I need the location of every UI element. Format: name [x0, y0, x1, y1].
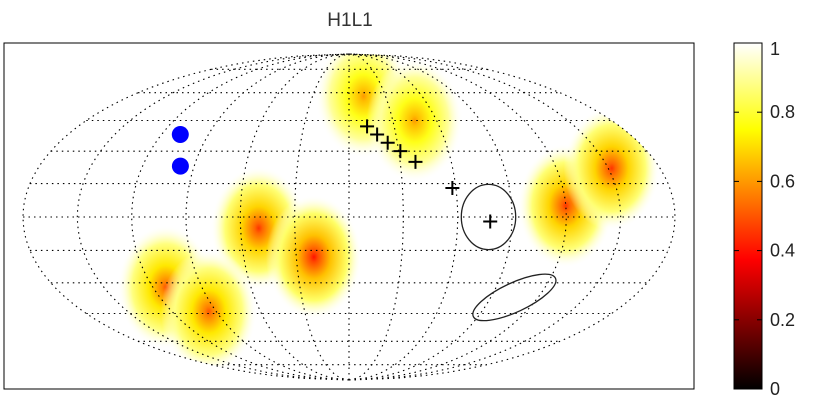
contour-layer — [460, 183, 557, 322]
contour-ellipse — [460, 183, 517, 251]
plus-marker — [445, 181, 460, 196]
longitude-line — [348, 53, 622, 381]
colorbar-tick-label: 1 — [770, 39, 780, 59]
blue-point — [171, 126, 189, 143]
sensitivity-minimum — [366, 58, 463, 183]
minima-layer — [117, 54, 660, 374]
plus-marker — [360, 119, 375, 134]
colorbar — [733, 42, 763, 390]
longitude-line — [185, 53, 350, 381]
grid-lines — [22, 53, 676, 381]
longitude-line — [348, 53, 404, 381]
longitude-line — [239, 53, 350, 381]
chart-title: H1L1 — [327, 10, 372, 31]
longitude-line — [348, 53, 676, 381]
longitude-line — [348, 53, 459, 381]
blue-point-layer — [171, 126, 189, 175]
longitude-line — [348, 53, 513, 381]
contour-ellipse — [472, 273, 557, 322]
longitude-line — [22, 53, 350, 381]
sensitivity-minimum — [265, 195, 362, 319]
plus-marker-layer — [360, 119, 498, 229]
plus-marker — [380, 135, 395, 150]
colorbar-tick-label: 0 — [770, 379, 780, 399]
plus-marker — [408, 154, 423, 169]
colorbar-tick-label: 0.4 — [770, 241, 795, 261]
plus-marker — [393, 144, 408, 159]
colorbar-tick-label: 0.2 — [770, 310, 795, 330]
colorbar-tick-label: 0.6 — [770, 171, 795, 191]
plus-marker — [370, 127, 385, 142]
colorbar-tick-label: 0.8 — [770, 102, 795, 122]
blue-point — [171, 157, 189, 175]
plus-marker — [483, 214, 498, 229]
colorbar-ticks: 1 0.8 0.6 0.4 0.2 0 — [734, 39, 795, 399]
sensitivity-minimum — [160, 249, 257, 374]
longitude-line — [294, 53, 350, 381]
longitude-line — [76, 53, 350, 381]
